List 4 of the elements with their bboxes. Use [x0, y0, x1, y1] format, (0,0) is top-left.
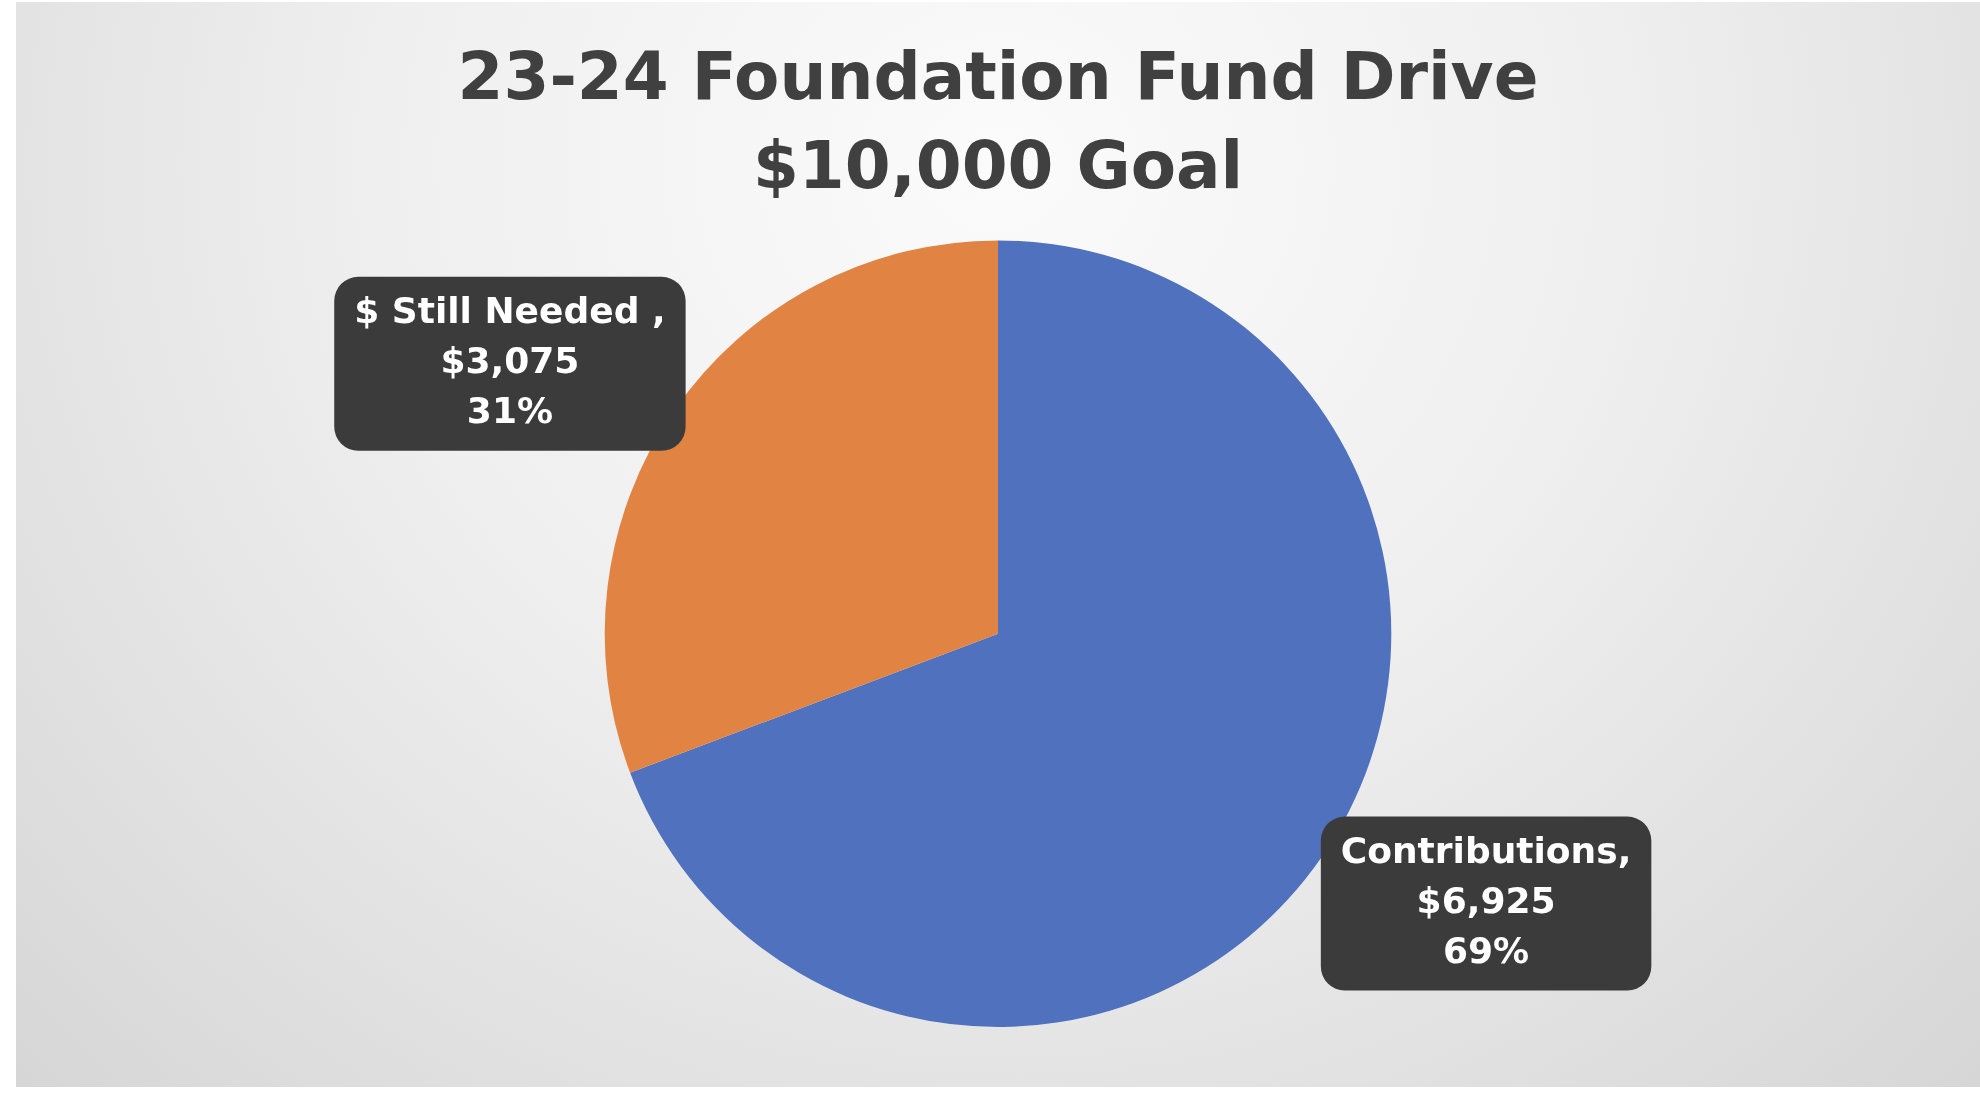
slice-label: $ Still Needed , $3,075 31%	[354, 290, 666, 432]
slice-label: Contributions, $6,925 69%	[1340, 829, 1632, 971]
chart-subtitle: $10,000 Goal	[752, 126, 1244, 204]
chart-title: 23-24 Foundation Fund Drive	[457, 37, 1539, 115]
